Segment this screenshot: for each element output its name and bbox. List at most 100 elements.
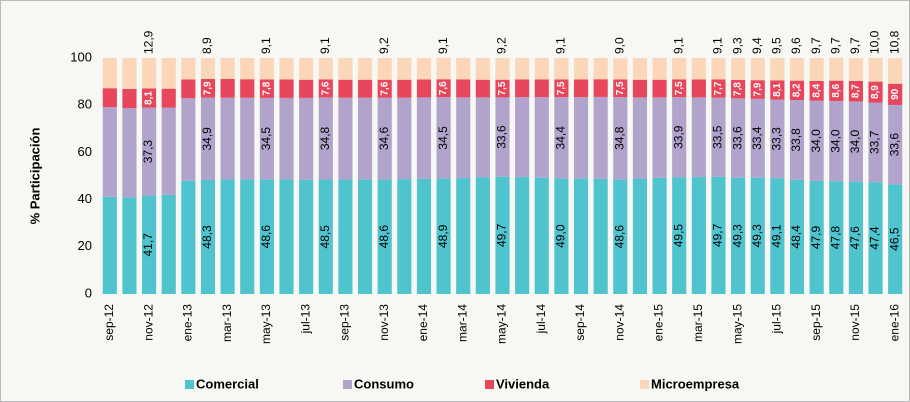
data-label: 9,4 — [750, 37, 764, 54]
bar-segment — [868, 102, 883, 183]
legend-label: Microempresa — [651, 376, 740, 391]
data-label: 33,3 — [770, 127, 784, 151]
bar-segment — [200, 58, 216, 80]
data-label: 9,7 — [848, 37, 862, 54]
x-tick-label: jul-14 — [534, 304, 548, 335]
bar-segment — [279, 179, 294, 294]
y-tick-label: 80 — [78, 97, 92, 112]
bar-segment — [593, 58, 608, 80]
bar-segment — [750, 58, 765, 81]
data-label: 33,8 — [789, 128, 803, 152]
bar-segment — [672, 79, 687, 98]
data-label: 34,8 — [318, 126, 332, 150]
bar-segment — [573, 79, 589, 98]
x-tick-label: mar-15 — [691, 304, 705, 342]
data-label: 48,6 — [612, 225, 626, 249]
bar-segment — [338, 97, 353, 180]
bar-segment — [789, 179, 805, 294]
data-label: 9,0 — [612, 37, 626, 54]
data-label: 9,6 — [789, 37, 803, 54]
data-label: 47,9 — [809, 225, 823, 249]
x-tick-label: sep-12 — [102, 304, 116, 341]
bar-segment — [888, 58, 903, 84]
data-label: 9,1 — [318, 37, 332, 54]
bar-segment — [456, 97, 471, 179]
data-label: 8,9 — [870, 85, 881, 99]
bar-segment — [377, 79, 392, 98]
data-label: 9,5 — [770, 37, 784, 54]
bar-segment — [416, 58, 432, 80]
bar-segment — [809, 80, 824, 101]
data-label: 8,1 — [144, 91, 155, 105]
bar-segment — [436, 178, 451, 294]
data-label: 49,3 — [730, 224, 744, 248]
data-label: 7,6 — [438, 81, 449, 95]
bar-segment — [711, 79, 726, 98]
bar-segment — [259, 97, 274, 180]
bar-segment — [789, 80, 805, 101]
data-label: 49,5 — [671, 224, 685, 248]
bar-segment — [691, 79, 706, 98]
bar-segment — [711, 176, 726, 294]
bar-segment — [397, 79, 412, 98]
bar-segment — [475, 177, 490, 294]
bar-segment — [279, 58, 294, 80]
bar-segment — [495, 176, 510, 294]
bar-segment — [691, 97, 706, 177]
legend-label: Consumo — [354, 376, 414, 391]
data-label: 48,6 — [259, 225, 273, 249]
data-label: 34,6 — [377, 126, 391, 150]
data-label: 49,7 — [495, 223, 509, 247]
bar-segment — [809, 100, 824, 181]
bar-segment — [338, 79, 353, 98]
x-tick-label: mar-14 — [455, 304, 469, 342]
x-tick-label: ene-14 — [416, 304, 430, 342]
bar-segment — [554, 97, 569, 179]
bar-segment — [436, 97, 451, 179]
data-label: 9,1 — [259, 37, 273, 54]
bar-segment — [848, 58, 863, 81]
data-label: 48,3 — [200, 225, 214, 249]
data-label: 9,2 — [495, 37, 509, 54]
x-tick-label: nov-13 — [377, 304, 391, 341]
bar-segment — [240, 58, 255, 80]
data-label: 33,4 — [750, 126, 764, 150]
bar-segment — [515, 58, 530, 80]
data-label: 9,1 — [436, 37, 450, 54]
data-label: 10,8 — [887, 30, 901, 54]
bar-segment — [888, 83, 903, 105]
data-label: 33,6 — [495, 125, 509, 149]
data-label: 33,6 — [730, 126, 744, 150]
bar-segment — [299, 79, 314, 98]
data-label: 8,6 — [831, 83, 842, 97]
data-label: 7,8 — [262, 81, 273, 95]
bar-segment — [632, 178, 648, 294]
data-label: 8,2 — [792, 83, 803, 97]
bar-segment — [652, 97, 667, 178]
x-tick-label: nov-15 — [848, 304, 862, 341]
data-label: 7,9 — [203, 81, 214, 95]
x-tick-label: ene-13 — [181, 304, 195, 342]
bar-segment — [259, 58, 274, 80]
bar-segment — [475, 79, 490, 98]
y-tick-label: 60 — [78, 144, 92, 159]
bar-segment — [652, 79, 667, 98]
data-label: 90 — [890, 88, 901, 100]
data-label: 48,5 — [318, 225, 332, 249]
data-label: 34,0 — [809, 129, 823, 153]
bar-segment — [122, 88, 137, 109]
data-label: 8,1 — [772, 83, 783, 97]
legend-label: Comercial — [196, 376, 259, 391]
y-tick-label: 20 — [78, 238, 92, 253]
bar-segment — [161, 194, 176, 294]
bar-segment — [652, 58, 667, 80]
data-label: 7,6 — [379, 81, 390, 95]
data-label: 8,9 — [200, 37, 214, 54]
data-label: 7,6 — [320, 81, 331, 95]
data-label: 46,5 — [887, 227, 901, 251]
bar-segment — [220, 179, 235, 294]
data-label: 49,3 — [750, 224, 764, 248]
bar-segment — [436, 57, 451, 80]
bar-segment — [770, 80, 785, 100]
bar-segment — [515, 97, 530, 177]
